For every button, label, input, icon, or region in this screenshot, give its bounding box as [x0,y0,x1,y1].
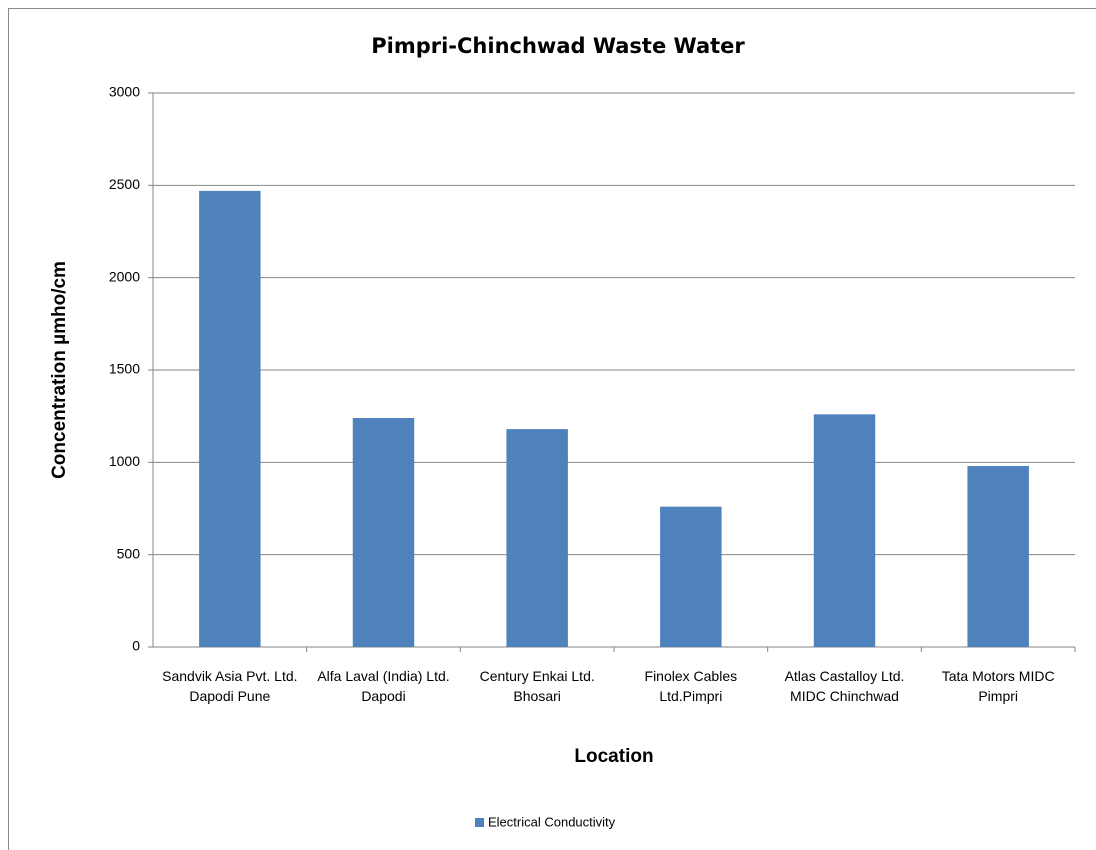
x-tick-label: Century Enkai Ltd. Bhosari [480,668,595,704]
y-tick-label: 500 [117,545,141,561]
x-tick-label: Atlas Castalloy Ltd. MIDC Chinchwad [785,668,905,704]
x-tick-label: Tata Motors MIDC Pimpri [942,668,1055,704]
bar [813,414,876,647]
x-tick-label: Alfa Laval (India) Ltd. Dapodi [317,668,449,704]
y-tick-label: 2000 [109,268,140,284]
x-tick-label: Finolex Cables Ltd.Pimpri [645,668,738,704]
legend-label: Electrical Conductivity [488,814,616,829]
y-axis-label: Concentration µmho/cm [49,261,70,479]
y-tick-label: 1000 [109,453,140,469]
legend-swatch [475,818,484,827]
y-tick-label: 3000 [109,84,140,100]
y-tick-label: 2500 [109,176,140,192]
y-tick-label: 0 [132,638,140,654]
chart-title: Pimpri-Chinchwad Waste Water [371,34,745,58]
bar [967,466,1029,647]
bar [199,190,261,647]
bar [660,506,722,647]
x-axis-label: Location [574,746,653,767]
y-tick-label: 1500 [109,361,140,377]
bar [506,429,568,647]
bar [352,418,415,647]
x-tick-label: Sandvik Asia Pvt. Ltd. Dapodi Pune [162,668,297,704]
